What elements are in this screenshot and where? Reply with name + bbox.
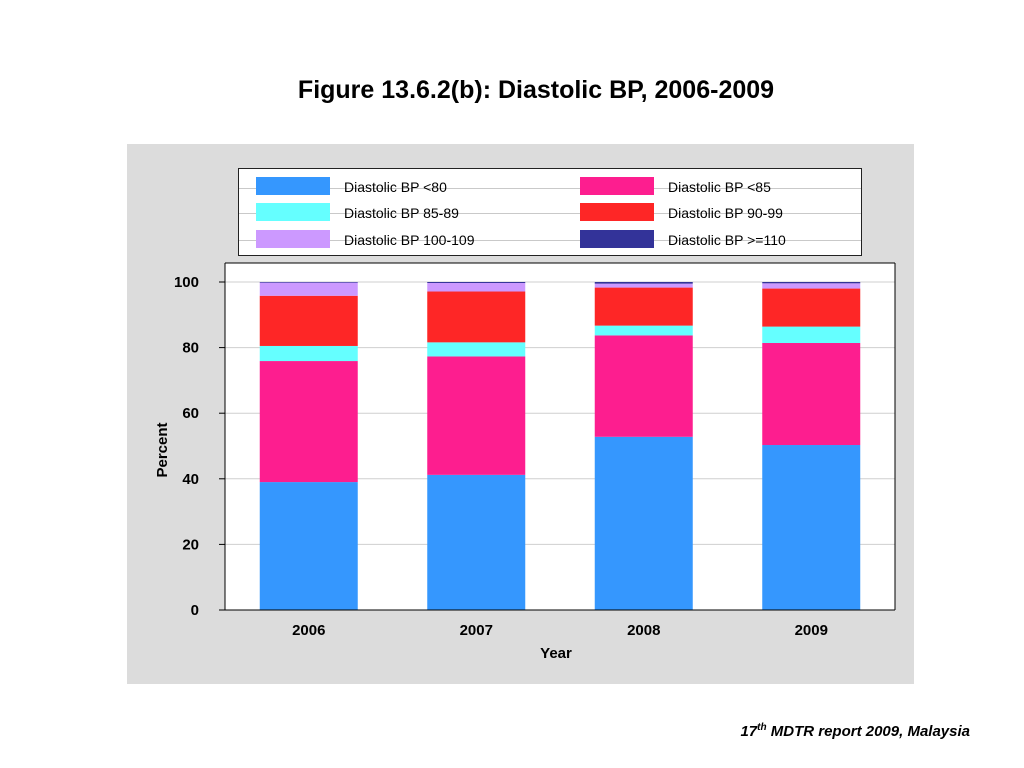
chart-title: Figure 13.6.2(b): Diastolic BP, 2006-200…	[297, 76, 775, 104]
bar-2009-series-4	[762, 283, 861, 289]
bar-2006-series-1	[259, 361, 358, 483]
legend-row-divider	[239, 240, 861, 241]
bar-2006-series-2	[259, 345, 358, 362]
bar-2007-series-2	[427, 342, 526, 357]
footer-citation: 17th MDTR report 2009, Malaysia	[740, 722, 970, 740]
bar-2007-series-4	[427, 282, 526, 292]
bar-2008-series-2	[594, 325, 693, 336]
x-tick-label-2006: 2006	[292, 622, 325, 639]
chart-legend: Diastolic BP <80 Diastolic BP <85 Diastoli…	[238, 168, 862, 256]
y-axis-title: Percent	[154, 422, 171, 477]
bar-2009-series-0	[762, 445, 861, 610]
legend-label: Diastolic BP <80	[344, 179, 447, 195]
bar-2007-series-3	[427, 291, 526, 343]
legend-label: Diastolic BP 85-89	[344, 205, 459, 221]
footer-superscript: th	[757, 722, 767, 733]
legend-label: Diastolic BP <85	[668, 179, 771, 195]
bar-2008-series-3	[594, 287, 693, 326]
legend-label: Diastolic BP 100-109	[344, 232, 475, 248]
legend-row-divider	[239, 213, 861, 214]
footer-text: MDTR report 2009, Malaysia	[766, 723, 970, 740]
x-tick-label-2008: 2008	[627, 622, 660, 639]
legend-swatch	[580, 230, 654, 248]
legend-label: Diastolic BP >=110	[668, 232, 786, 248]
bar-2009-series-1	[762, 343, 861, 446]
bar-2008-series-0	[594, 436, 693, 610]
bar-2006-series-5	[259, 282, 358, 283]
y-tick-label-80: 80	[182, 340, 199, 357]
legend-swatch	[256, 230, 330, 248]
x-tick-label-2009: 2009	[795, 622, 828, 639]
y-tick-label-20: 20	[182, 536, 199, 553]
bar-2007-series-0	[427, 474, 526, 610]
bar-2007-series-5	[427, 282, 526, 283]
bar-2006-series-0	[259, 482, 358, 610]
x-tick-label-2007: 2007	[460, 622, 493, 639]
legend-swatch	[256, 203, 330, 221]
footer-ordinal: 17	[740, 723, 758, 740]
legend-swatch	[580, 203, 654, 221]
bar-2009-series-3	[762, 288, 861, 327]
bar-2008-series-1	[594, 335, 693, 437]
legend-swatch	[256, 177, 330, 195]
y-tick-label-60: 60	[182, 405, 199, 422]
y-tick-label-0: 0	[191, 602, 199, 619]
legend-swatch	[580, 177, 654, 195]
y-tick-label-40: 40	[182, 471, 199, 488]
y-tick-label-100: 100	[174, 274, 199, 291]
legend-label: Diastolic BP 90-99	[668, 205, 783, 221]
x-axis-title: Year	[540, 645, 572, 662]
legend-row-divider	[239, 188, 861, 189]
bar-2008-series-4	[594, 283, 693, 288]
bar-2006-series-4	[259, 282, 358, 296]
bar-2009-series-2	[762, 326, 861, 344]
bar-2008-series-5	[594, 282, 693, 284]
bar-2006-series-3	[259, 295, 358, 346]
bar-2009-series-5	[762, 282, 861, 284]
bar-2007-series-1	[427, 356, 526, 475]
